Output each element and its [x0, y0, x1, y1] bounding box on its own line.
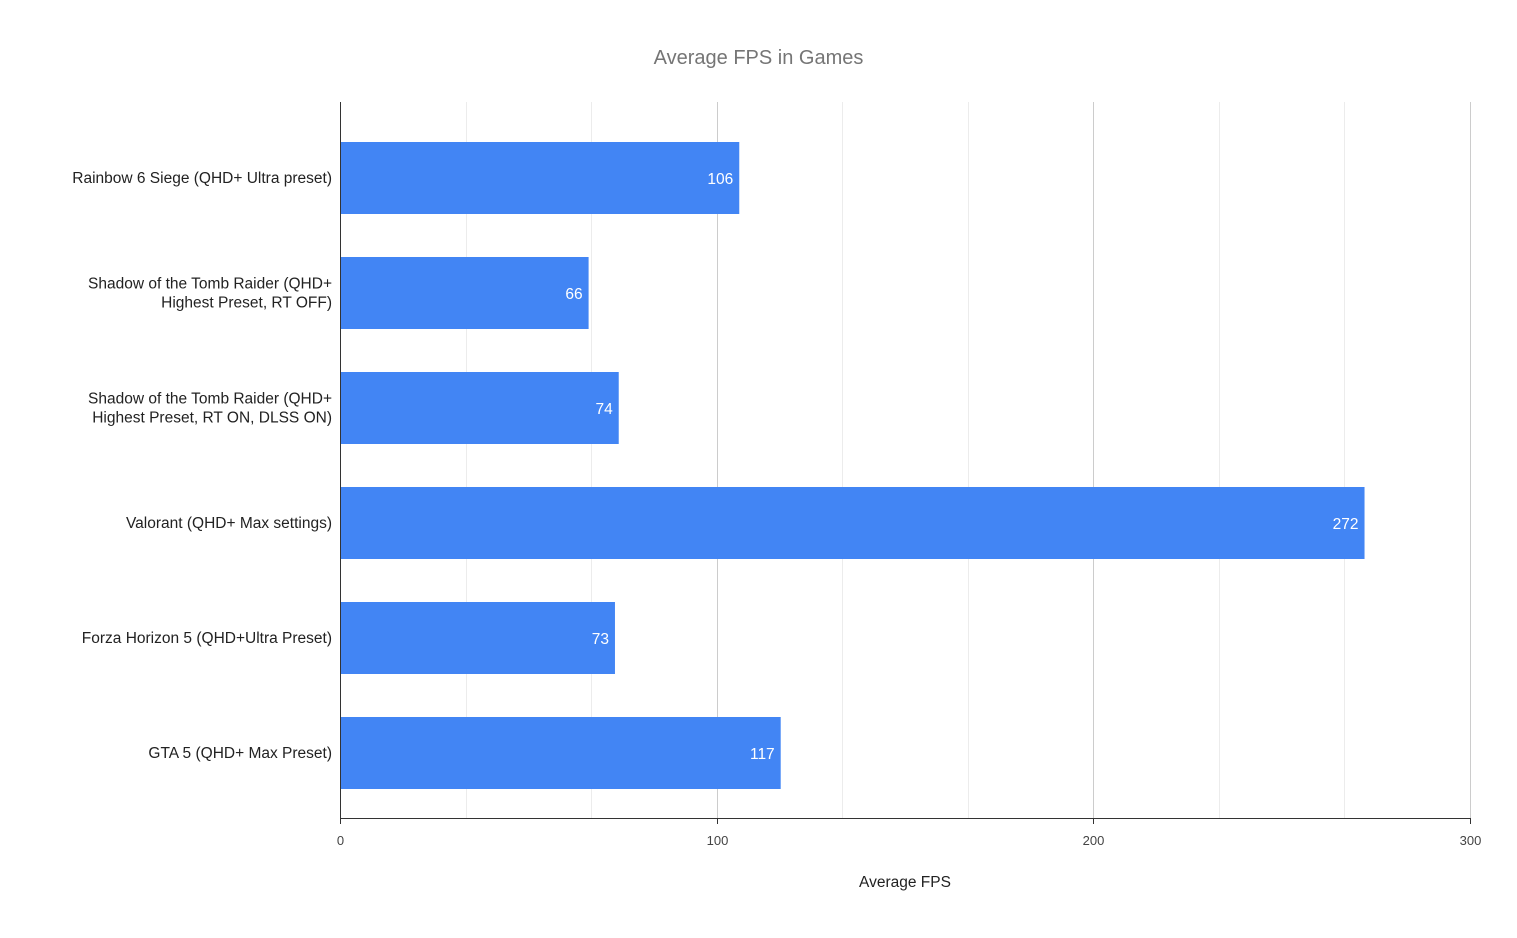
- category-label: Forza Horizon 5 (QHD+Ultra Preset): [82, 630, 332, 647]
- bar-value-label: 106: [707, 171, 733, 188]
- category-label: Rainbow 6 Siege (QHD+ Ultra preset): [72, 170, 332, 187]
- category-label: Valorant (QHD+ Max settings): [126, 515, 332, 532]
- bar-value-label: 117: [750, 746, 775, 763]
- bar: [340, 142, 740, 214]
- x-axis-title: Average FPS: [859, 874, 951, 891]
- bar-value-label: 73: [592, 631, 609, 648]
- bar-value-label: 66: [565, 286, 582, 303]
- bars: 106 66 74 272 73 117: [340, 142, 1365, 789]
- category-label: GTA 5 (QHD+ Max Preset): [148, 745, 332, 762]
- category-label: Shadow of the Tomb Raider (QHD+ Highest P…: [88, 391, 332, 427]
- x-tick-label: 300: [1460, 833, 1482, 848]
- bar: [340, 602, 615, 674]
- category-label: Shadow of the Tomb Raider (QHD+ Highest P…: [88, 276, 332, 312]
- x-tick-label: 200: [1083, 833, 1105, 848]
- bar-value-label: 272: [1333, 516, 1359, 533]
- bar-value-label: 74: [595, 401, 613, 418]
- chart-title: Average FPS in Games: [653, 47, 864, 69]
- bar: [340, 487, 1365, 559]
- bar: [340, 257, 589, 329]
- bar: [340, 717, 781, 789]
- x-tick-label: 100: [707, 833, 729, 848]
- gridlines: [466, 102, 1471, 818]
- bar: [340, 372, 619, 444]
- x-tick-label: 0: [337, 833, 344, 848]
- axes: 0 100 200 300 Rainbow 6 Siege (QHD+ Ultra pr…: [72, 102, 1481, 848]
